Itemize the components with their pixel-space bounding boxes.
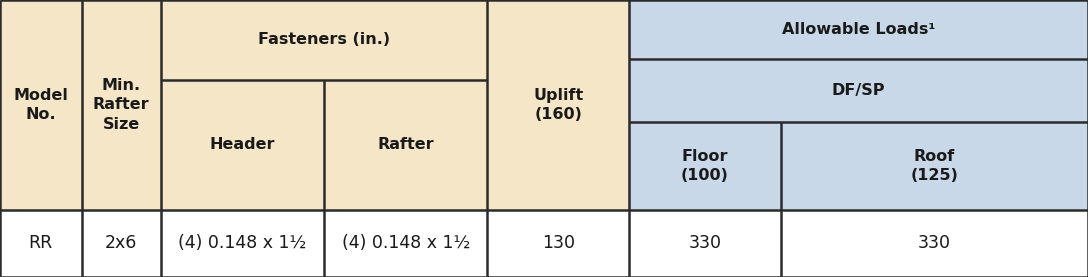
Bar xyxy=(82,210,161,277)
Bar xyxy=(487,0,629,210)
Bar xyxy=(629,0,1088,59)
Text: DF/SP: DF/SP xyxy=(831,83,886,98)
Text: 330: 330 xyxy=(689,235,721,252)
Bar xyxy=(161,80,324,210)
Text: 130: 130 xyxy=(542,235,574,252)
Text: (4) 0.148 x 1½: (4) 0.148 x 1½ xyxy=(342,235,470,252)
Text: Model
No.: Model No. xyxy=(13,88,69,122)
Bar xyxy=(629,122,781,210)
Bar xyxy=(82,0,161,210)
Text: Rafter: Rafter xyxy=(378,137,434,152)
Text: Fasteners (in.): Fasteners (in.) xyxy=(258,32,391,47)
Bar xyxy=(324,210,487,277)
Text: Floor
(100): Floor (100) xyxy=(681,149,729,183)
Text: Roof
(125): Roof (125) xyxy=(911,149,959,183)
Text: Min.
Rafter
Size: Min. Rafter Size xyxy=(92,78,150,132)
Text: 330: 330 xyxy=(918,235,951,252)
Bar xyxy=(781,122,1088,210)
Text: RR: RR xyxy=(28,235,53,252)
Bar xyxy=(781,210,1088,277)
Bar xyxy=(0,0,82,210)
Text: Uplift
(160): Uplift (160) xyxy=(533,88,583,122)
Bar xyxy=(0,210,82,277)
Text: 2x6: 2x6 xyxy=(106,235,137,252)
Text: (4) 0.148 x 1½: (4) 0.148 x 1½ xyxy=(178,235,307,252)
Bar xyxy=(629,59,1088,122)
Text: Header: Header xyxy=(210,137,275,152)
Bar xyxy=(324,80,487,210)
Text: Allowable Loads¹: Allowable Loads¹ xyxy=(782,22,935,37)
Bar xyxy=(629,210,781,277)
Bar xyxy=(161,210,324,277)
Bar xyxy=(161,0,487,80)
Bar xyxy=(487,210,629,277)
